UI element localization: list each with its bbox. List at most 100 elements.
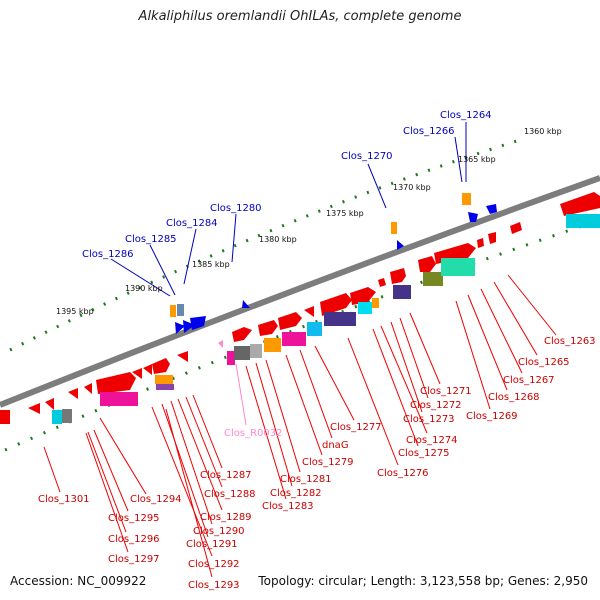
gene-label[interactable]: Clos_1272 xyxy=(410,400,462,411)
gene-label[interactable]: Clos_1275 xyxy=(398,448,450,459)
gene-arrow[interactable] xyxy=(378,278,386,287)
gene-label[interactable]: Clos_1269 xyxy=(466,411,518,422)
gene-block[interactable] xyxy=(234,346,250,360)
gene-arrow[interactable] xyxy=(397,240,404,250)
gene-block[interactable] xyxy=(307,322,322,336)
gene-block[interactable] xyxy=(393,285,411,299)
gene-arrow[interactable] xyxy=(143,364,152,375)
gene-arrow[interactable] xyxy=(68,388,78,399)
gene-arrow[interactable] xyxy=(510,222,522,234)
gene-arrow[interactable] xyxy=(232,327,252,342)
gene-label[interactable]: Clos_1281 xyxy=(280,474,332,485)
gene-label[interactable]: Clos_1297 xyxy=(108,554,160,565)
gene-arrow[interactable] xyxy=(218,340,223,348)
gene-label[interactable]: Clos_1292 xyxy=(188,559,240,570)
lower-features xyxy=(0,192,600,424)
gene-arrow[interactable] xyxy=(477,238,484,248)
gene-arrow[interactable] xyxy=(278,312,302,330)
gene-block[interactable] xyxy=(462,193,471,205)
gene-block[interactable] xyxy=(250,344,262,358)
gene-label[interactable]: Clos_1291 xyxy=(186,539,238,550)
gene-arrow[interactable] xyxy=(242,300,250,308)
gene-label[interactable]: Clos_1295 xyxy=(108,513,160,524)
gene-label[interactable]: Clos_1279 xyxy=(302,457,354,468)
gene-block[interactable] xyxy=(156,384,174,390)
kbp-label: 1380 kbp xyxy=(259,235,297,244)
gene-label[interactable]: Clos_1267 xyxy=(503,375,555,386)
gene-block[interactable] xyxy=(52,410,62,424)
gene-label[interactable]: Clos_1290 xyxy=(193,526,245,537)
genome-backbone xyxy=(0,175,600,408)
gene-label[interactable]: Clos_1294 xyxy=(130,494,182,505)
gene-arrow[interactable] xyxy=(45,398,54,410)
gene-label[interactable]: Clos_1296 xyxy=(108,534,160,545)
leader-lines xyxy=(43,122,557,578)
kbp-label: 1360 kbp xyxy=(524,127,562,136)
gene-block[interactable] xyxy=(423,272,443,286)
gene-label[interactable]: Clos_1287 xyxy=(200,470,252,481)
gene-label[interactable]: Clos_1277 xyxy=(330,422,382,433)
gene-label[interactable]: Clos_1301 xyxy=(38,494,90,505)
gene-block[interactable] xyxy=(566,214,600,228)
gene-arrow[interactable] xyxy=(350,287,376,305)
gene-arrow[interactable] xyxy=(488,232,496,244)
gene-arrow[interactable] xyxy=(84,383,92,394)
gene-arrow[interactable] xyxy=(390,268,406,284)
gene-label[interactable]: Clos_1276 xyxy=(377,468,429,479)
gene-arrow[interactable] xyxy=(177,351,188,362)
gene-arrow[interactable] xyxy=(418,256,436,272)
gene-arrow[interactable] xyxy=(258,320,278,336)
gene-label[interactable]: Clos_1268 xyxy=(488,392,540,403)
gene-arrow[interactable] xyxy=(190,316,206,330)
gene-label[interactable]: Clos_1293 xyxy=(188,580,240,591)
gene-arrow[interactable] xyxy=(28,403,40,414)
gene-block[interactable] xyxy=(155,375,173,384)
gene-label[interactable]: Clos_1286 xyxy=(82,249,134,260)
gene-arrow[interactable] xyxy=(304,306,314,317)
gene-label[interactable]: Clos_1273 xyxy=(403,414,455,425)
gene-block[interactable] xyxy=(62,409,72,423)
gene-arrow[interactable] xyxy=(132,368,142,379)
gene-label[interactable]: Clos_1266 xyxy=(403,126,455,137)
gene-block[interactable] xyxy=(324,312,356,326)
gene-block[interactable] xyxy=(100,392,138,406)
gene-label[interactable]: Clos_1283 xyxy=(262,501,314,512)
gene-label[interactable]: Clos_1263 xyxy=(544,336,596,347)
gene-arrow[interactable] xyxy=(96,372,136,394)
gene-block[interactable] xyxy=(441,258,475,276)
gene-arrow[interactable] xyxy=(152,358,170,374)
gene-block[interactable] xyxy=(282,332,306,346)
gene-label[interactable]: Clos_1270 xyxy=(341,151,393,162)
upper-gene-labels: Clos_1264 Clos_1266 Clos_1270 Clos_1280 … xyxy=(82,110,492,260)
kbp-label: 1365 kbp xyxy=(458,155,496,164)
gene-label[interactable]: Clos_R0032 xyxy=(224,428,283,439)
gene-arrow[interactable] xyxy=(183,320,195,333)
kbp-labels: 1360 kbp 1365 kbp 1370 kbp 1375 kbp 1380… xyxy=(56,127,562,316)
gene-label[interactable]: Clos_1264 xyxy=(440,110,492,121)
gene-label[interactable]: Clos_1285 xyxy=(125,234,177,245)
gene-arrow[interactable] xyxy=(560,192,600,216)
gene-arrow[interactable] xyxy=(468,212,478,222)
lower-gene-labels-right: Clos_1263 Clos_1265 Clos_1267 Clos_1268 … xyxy=(224,336,596,512)
gene-label[interactable]: Clos_1265 xyxy=(518,357,570,368)
gene-label[interactable]: Clos_1288 xyxy=(204,489,256,500)
kbp-label: 1370 kbp xyxy=(393,183,431,192)
gene-label[interactable]: Clos_1271 xyxy=(420,386,472,397)
gene-block[interactable] xyxy=(264,338,281,352)
gene-label[interactable]: dnaG xyxy=(322,440,349,451)
gene-arrow[interactable] xyxy=(486,204,497,214)
gene-label[interactable]: Clos_1284 xyxy=(166,218,218,229)
gene-block[interactable] xyxy=(177,304,184,316)
gene-label[interactable]: Clos_1280 xyxy=(210,203,262,214)
gene-label[interactable]: Clos_1282 xyxy=(270,488,322,499)
gene-label[interactable]: Clos_1289 xyxy=(200,512,252,523)
gene-block[interactable] xyxy=(0,410,10,424)
gene-block[interactable] xyxy=(358,302,372,314)
gene-block[interactable] xyxy=(170,305,176,317)
gene-block[interactable] xyxy=(372,298,379,308)
gene-label[interactable]: Clos_1274 xyxy=(406,435,458,446)
gene-block[interactable] xyxy=(391,222,397,234)
gene-block[interactable] xyxy=(227,351,235,365)
gene-arrow[interactable] xyxy=(175,322,185,334)
gene-arrow[interactable] xyxy=(320,293,352,316)
